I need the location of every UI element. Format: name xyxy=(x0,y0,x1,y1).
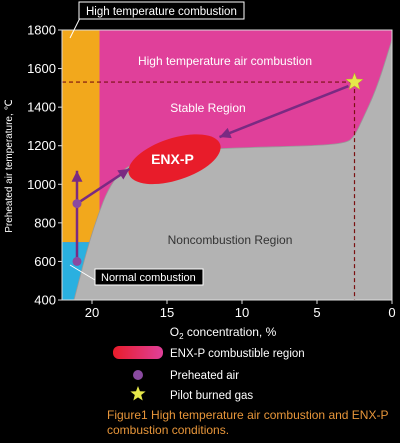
y-tick-label: 1600 xyxy=(27,61,56,76)
y-tick-label: 800 xyxy=(34,215,56,230)
y-tick-label: 1000 xyxy=(27,177,56,192)
y-axis-ticks: 400 600 800 1000 1200 1400 1600 1800 xyxy=(27,23,62,308)
x-tick-label: 15 xyxy=(160,305,174,320)
callout-box-normal xyxy=(94,268,204,286)
pilot-arrowhead xyxy=(219,127,232,139)
x-axis-label: O2 concentration, % xyxy=(170,325,277,341)
noncombustion-region xyxy=(73,30,392,300)
enxp-region xyxy=(128,134,221,185)
plot-frame xyxy=(61,29,393,301)
pilot-burned-gas-star xyxy=(345,72,364,90)
x-tick-label: 0 xyxy=(388,305,395,320)
figure-caption: Figure1 High temperature air combustion … xyxy=(107,408,389,437)
x-tick-label: 10 xyxy=(235,305,249,320)
x-axis-ticks: 20 15 10 5 0 xyxy=(85,300,396,320)
legend-enxp-label: ENX-P combustible region xyxy=(170,348,305,360)
y-tick-label: 400 xyxy=(34,293,56,308)
legend-preheated-marker xyxy=(133,370,143,380)
callout-line-normal xyxy=(69,264,96,281)
preheated-air-point-high xyxy=(72,199,82,209)
region-label-stable: Stable Region xyxy=(170,101,245,115)
callout-label-normal: Normal combustion xyxy=(101,272,196,284)
enxp-label: ENX-P xyxy=(151,151,194,167)
y-tick-label: 600 xyxy=(34,254,56,269)
region-label-noncombustion: Noncombustion Region xyxy=(168,233,293,247)
region-label-high-temp-air: High temperature air combustion xyxy=(138,54,312,68)
x-tick-label: 20 xyxy=(85,305,99,320)
y-tick-label: 1400 xyxy=(27,100,56,115)
legend-preheated-label: Preheated air xyxy=(170,370,239,382)
to-enxp-arrowhead xyxy=(117,168,130,180)
heating-arrowhead xyxy=(71,170,83,182)
legend-pilot-star xyxy=(130,386,146,401)
x-tick-label: 5 xyxy=(313,305,320,320)
legend-enxp-swatch xyxy=(113,346,163,359)
callout-box-high-temp xyxy=(78,1,245,20)
y-tick-label: 1200 xyxy=(27,138,56,153)
callout-line-high-temp xyxy=(69,17,81,39)
y-axis-label: Preheated air temperature, ℃ xyxy=(4,99,15,233)
y-tick-label: 1800 xyxy=(27,23,56,38)
legend-pilot-label: Pilot burned gas xyxy=(170,390,253,402)
callout-label-high-temp: High temperature combustion xyxy=(86,6,237,18)
preheated-air-point-low xyxy=(72,256,82,266)
high-temp-combustion-band xyxy=(62,30,100,243)
pilot-arrow xyxy=(219,84,349,139)
